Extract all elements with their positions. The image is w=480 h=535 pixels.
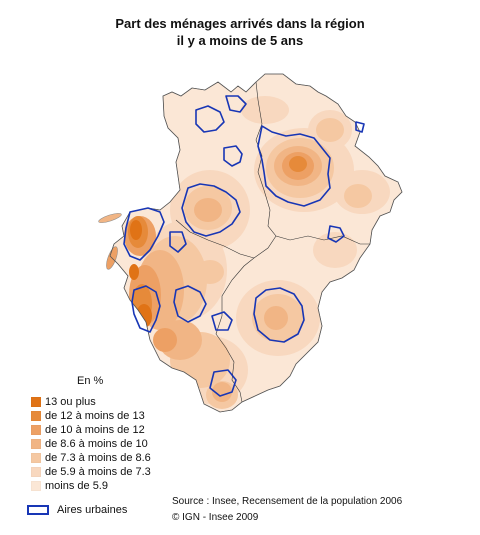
- urban-area-outline: [253, 287, 305, 343]
- department-boundaries: [175, 81, 370, 403]
- urban-area-outline: [181, 183, 241, 237]
- urban-area-outline: [211, 311, 233, 331]
- rate-patch: [129, 264, 139, 280]
- legend-item: de 8.6 à moins de 10: [31, 437, 148, 450]
- rate-patch: [344, 184, 372, 208]
- urban-area-outline: [327, 225, 345, 243]
- urban-area-label: Aires urbaines: [57, 504, 128, 516]
- legend-label: de 8.6 à moins de 10: [45, 437, 148, 450]
- urban-area-outline: [223, 145, 243, 167]
- urban-area-outline: [195, 105, 225, 133]
- legend-swatch: [31, 452, 41, 463]
- legend-label: de 12 à moins de 13: [45, 409, 145, 422]
- source-note: Source : Insee, Recensement de la popula…: [172, 496, 403, 507]
- map-region: [98, 73, 403, 413]
- rate-patch: [241, 96, 289, 124]
- map-title-line-1: Part des ménages arrivés dans la région: [115, 16, 365, 31]
- urban-area-outline: [131, 285, 161, 333]
- urban-area-outline: [173, 285, 207, 323]
- urban-area-outline: [225, 95, 247, 113]
- rate-patch: [130, 220, 142, 240]
- legend-swatch: [31, 410, 41, 421]
- urban-area-outline: [169, 231, 187, 253]
- department-boundary: [175, 219, 255, 259]
- legend-swatch: [31, 480, 41, 491]
- urban-area-outline: [123, 207, 165, 261]
- rate-patch: [153, 328, 177, 352]
- urban-area-outline: [257, 125, 331, 207]
- legend-label: 13 ou plus: [45, 395, 96, 408]
- rate-patch: [264, 306, 288, 330]
- island: [98, 213, 122, 223]
- copyright-note: © IGN - Insee 2009: [172, 512, 259, 523]
- legend-swatch: [31, 396, 41, 407]
- legend-item: 13 ou plus: [31, 395, 96, 408]
- legend-label: de 7.3 à moins de 8.6: [45, 451, 151, 464]
- urban-areas: [123, 95, 365, 397]
- legend-item: de 7.3 à moins de 8.6: [31, 451, 151, 464]
- rate-patch: [212, 382, 232, 402]
- legend-urban-areas: Aires urbaines: [27, 504, 127, 516]
- legend-swatch: [31, 424, 41, 435]
- department-boundary: [255, 81, 370, 245]
- rate-patch: [316, 118, 344, 142]
- legend-item: de 10 à moins de 12: [31, 423, 145, 436]
- legend-label: de 10 à moins de 12: [45, 423, 145, 436]
- legend-swatch: [31, 466, 41, 477]
- legend-item: moins de 5.9: [31, 479, 108, 492]
- region-outline: [109, 73, 403, 413]
- rate-patches: [124, 96, 390, 409]
- urban-area-swatch: [27, 505, 49, 515]
- rate-patch: [289, 156, 307, 172]
- urban-area-outline: [209, 369, 237, 397]
- legend-item: de 5.9 à moins de 7.3: [31, 465, 151, 478]
- legend-label: moins de 5.9: [45, 479, 108, 492]
- urban-area-outline: [355, 121, 365, 133]
- rate-patch: [196, 260, 224, 284]
- map-title-line-2: il y a moins de 5 ans: [176, 33, 304, 48]
- rate-patch: [194, 198, 222, 222]
- legend-item: de 12 à moins de 13: [31, 409, 145, 422]
- rate-patch: [313, 232, 357, 268]
- legend-label: de 5.9 à moins de 7.3: [45, 465, 151, 478]
- legend-swatch: [31, 438, 41, 449]
- legend-unit: En %: [77, 375, 104, 387]
